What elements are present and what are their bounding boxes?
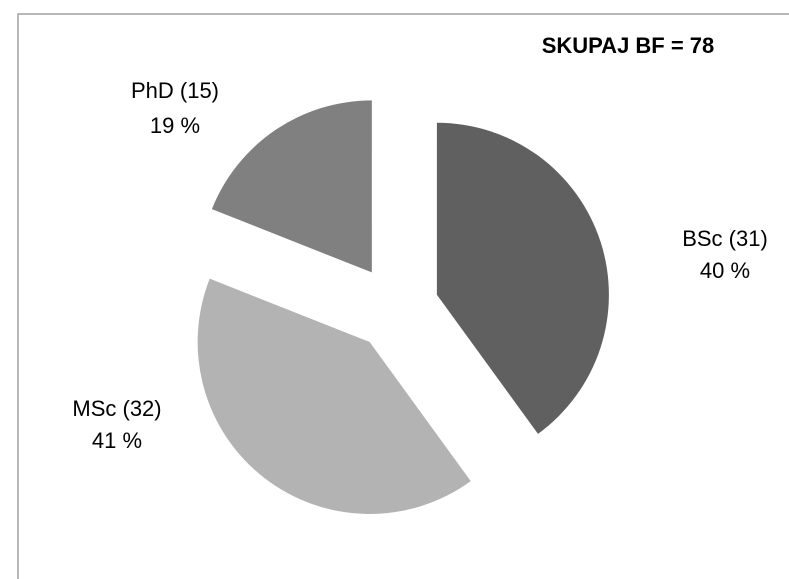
slice-label: PhD (15) [131, 78, 219, 103]
pie-slice [197, 278, 471, 514]
pie-slice [211, 100, 372, 273]
slice-value-label: 40 % [700, 258, 750, 283]
slice-value-label: 41 % [92, 428, 142, 453]
slice-label: BSc (31) [682, 226, 768, 251]
chart-frame [17, 13, 789, 579]
pie-slice [436, 122, 609, 434]
chart-title: SKUPAJ BF = 78 [542, 33, 715, 58]
slice-label: MSc (32) [72, 396, 161, 421]
slice-value-label: 19 % [150, 113, 200, 138]
